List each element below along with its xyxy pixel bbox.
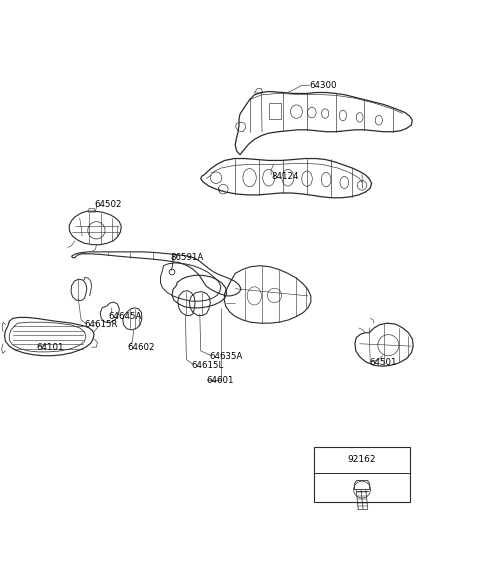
- Text: 64635A: 64635A: [209, 352, 242, 361]
- Text: 64101: 64101: [36, 343, 64, 352]
- Text: 86591A: 86591A: [170, 253, 204, 262]
- Text: 64300: 64300: [310, 81, 337, 90]
- Text: 84124: 84124: [271, 172, 299, 181]
- Text: 64615L: 64615L: [191, 361, 223, 370]
- Text: 64602: 64602: [128, 343, 155, 352]
- Text: 64601: 64601: [206, 376, 234, 385]
- Text: 92162: 92162: [348, 456, 376, 464]
- Text: 64501: 64501: [369, 359, 397, 367]
- Text: 64645A: 64645A: [108, 312, 142, 321]
- Text: 64502: 64502: [94, 200, 121, 210]
- Text: 64615R: 64615R: [84, 320, 118, 329]
- Bar: [314, 447, 410, 502]
